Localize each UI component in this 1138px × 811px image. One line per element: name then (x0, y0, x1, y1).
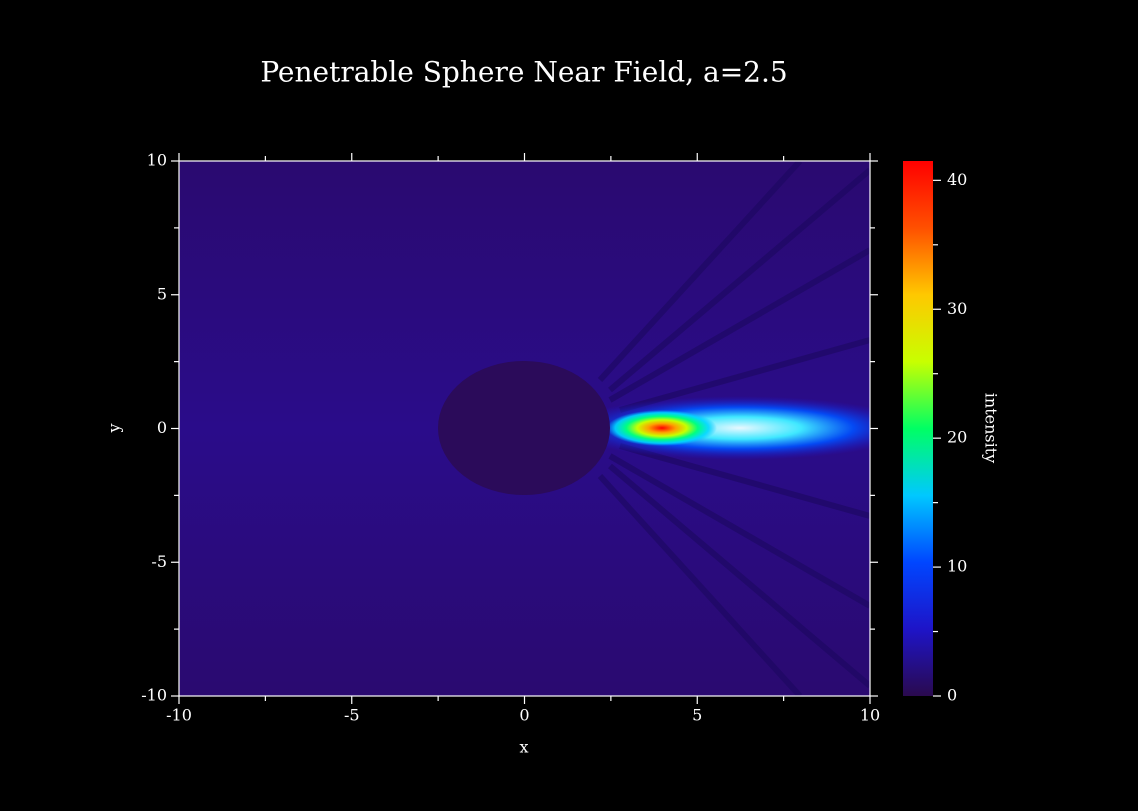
chart-title: Penetrable Sphere Near Field, a=2.5 (260, 56, 787, 89)
colorbar-tick-label: 30 (947, 299, 967, 318)
x-tick-label: -10 (166, 706, 192, 725)
colorbar-tick-label: 40 (947, 170, 967, 189)
x-tick-label: 0 (519, 706, 529, 725)
x-axis-label: x (519, 738, 528, 757)
y-tick-label: -10 (141, 686, 167, 705)
field (179, 161, 870, 696)
x-tick-label: 5 (692, 706, 702, 725)
x-tick-label: 10 (860, 706, 880, 725)
y-tick-label: 5 (157, 284, 167, 303)
y-tick-label: 0 (157, 418, 167, 437)
y-tick-label: 10 (147, 151, 167, 170)
x-tick-label: -5 (344, 706, 360, 725)
y-tick-label: -5 (151, 552, 167, 571)
colorbar-tick-label: 10 (947, 557, 967, 576)
colorbar-tick-label: 0 (947, 686, 957, 705)
colorbar-tick-label: 20 (947, 428, 967, 447)
y-axis-label: y (105, 423, 124, 433)
colorbar-label: intensity (982, 393, 1001, 463)
colorbar (903, 161, 933, 696)
